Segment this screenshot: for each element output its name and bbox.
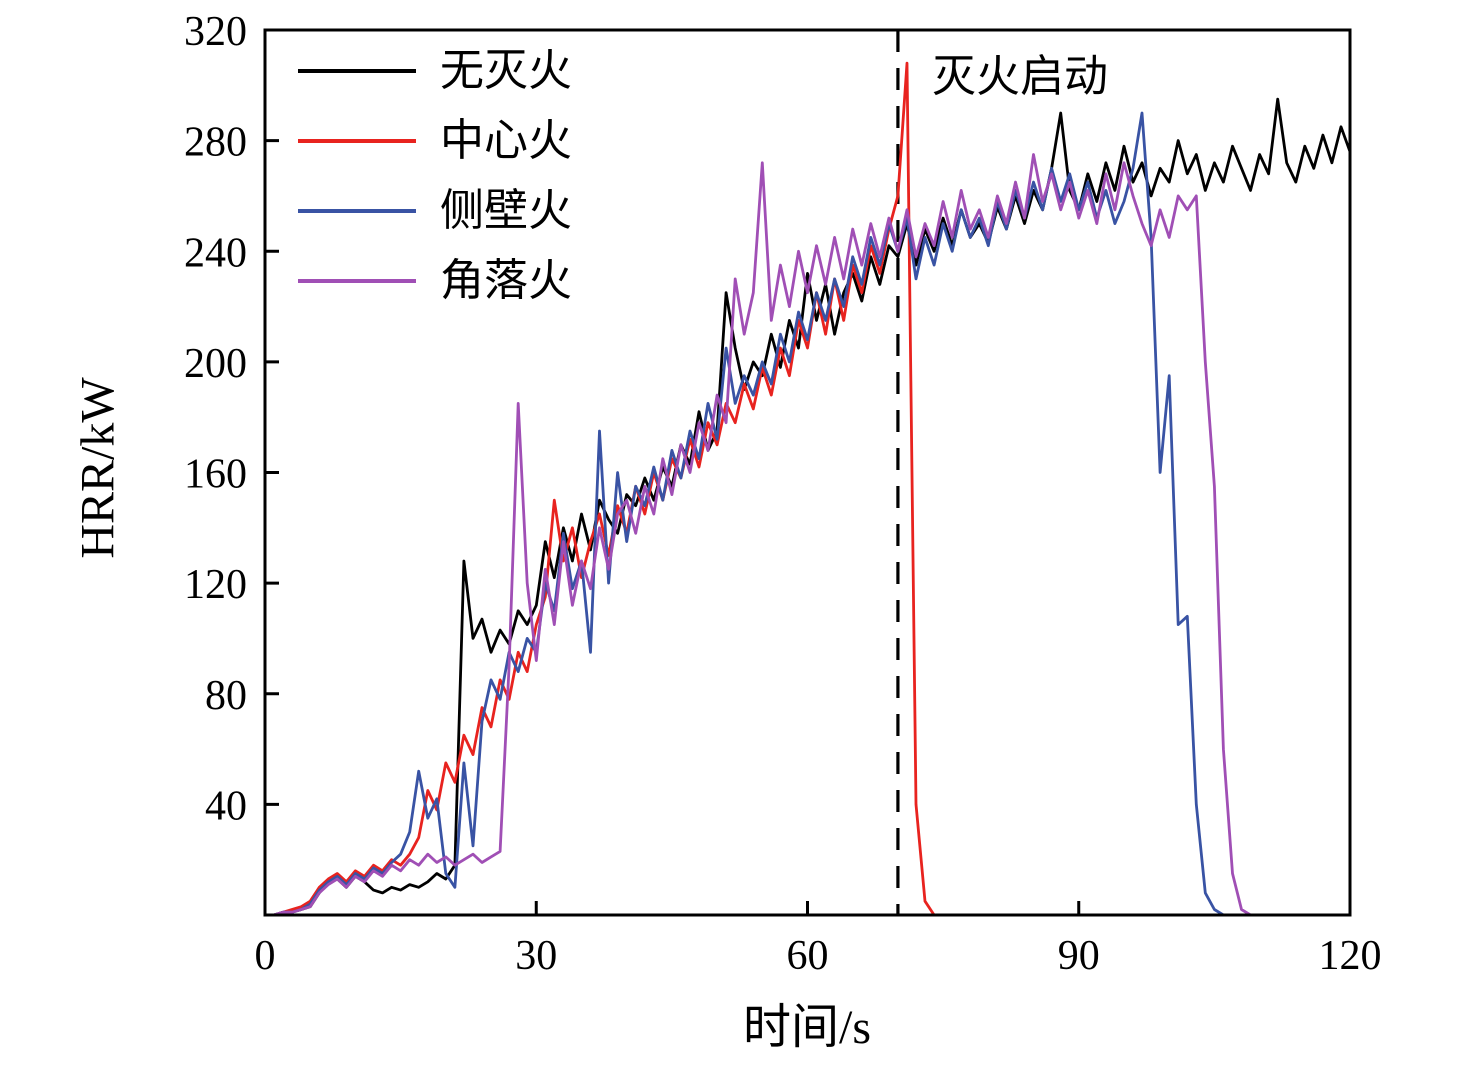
svg-text:160: 160 <box>184 452 247 498</box>
legend-label-center-fire: 中心火 <box>440 116 572 165</box>
suppression-start-annotation: 灭火启动 <box>932 52 1108 101</box>
svg-text:90: 90 <box>1058 933 1100 979</box>
svg-text:120: 120 <box>1319 933 1382 979</box>
svg-text:30: 30 <box>515 933 557 979</box>
x-axis-title: 时间/s <box>742 1001 872 1054</box>
svg-text:200: 200 <box>184 341 247 387</box>
legend: 无灭火 中心火 侧壁火 角落火 <box>298 36 572 316</box>
svg-text:120: 120 <box>184 562 247 608</box>
legend-item-center-fire: 中心火 <box>298 106 572 176</box>
svg-text:60: 60 <box>787 933 829 979</box>
svg-text:40: 40 <box>205 783 247 829</box>
legend-item-corner-fire: 角落火 <box>298 246 572 316</box>
legend-line-swatch-black <box>298 69 416 73</box>
legend-item-no-suppression: 无灭火 <box>298 36 572 106</box>
legend-label-corner-fire: 角落火 <box>440 256 572 305</box>
svg-text:280: 280 <box>184 120 247 166</box>
svg-text:80: 80 <box>205 673 247 719</box>
legend-line-swatch-blue <box>298 209 416 213</box>
y-axis-title: HRR/kW <box>71 377 125 559</box>
legend-line-swatch-purple <box>298 279 416 283</box>
svg-text:320: 320 <box>184 9 247 55</box>
svg-text:0: 0 <box>255 933 276 979</box>
legend-item-sidewall-fire: 侧壁火 <box>298 176 572 246</box>
legend-label-sidewall-fire: 侧壁火 <box>440 186 572 235</box>
svg-text:240: 240 <box>184 230 247 276</box>
legend-line-swatch-red <box>298 139 416 143</box>
legend-label-no-suppression: 无灭火 <box>440 46 572 95</box>
